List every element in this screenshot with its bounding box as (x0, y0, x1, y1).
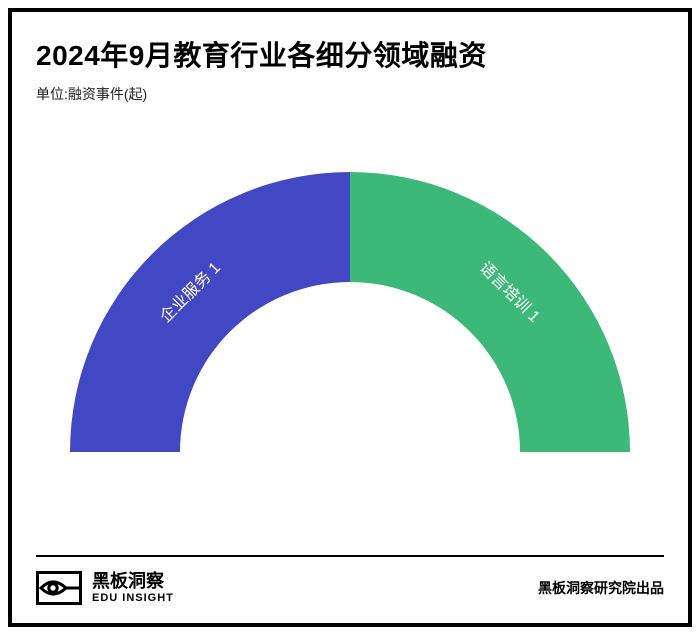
gauge-slice-0 (70, 172, 350, 452)
chart-area: 企业服务 1语言培训 1 (12, 112, 688, 555)
brand-logo: 黑板洞察 EDU INSIGHT (36, 571, 174, 605)
brand-name-en: EDU INSIGHT (92, 592, 174, 604)
brand-text: 黑板洞察 EDU INSIGHT (92, 572, 174, 604)
header: 2024年9月教育行业各细分领域融资 单位:融资事件(起) (12, 12, 688, 112)
chart-title: 2024年9月教育行业各细分领域融资 (36, 34, 664, 74)
footer: 黑板洞察 EDU INSIGHT 黑板洞察研究院出品 (12, 571, 688, 623)
footer-rule (36, 555, 664, 557)
chart-subtitle: 单位:融资事件(起) (36, 84, 664, 104)
gauge-slice-1 (350, 172, 630, 452)
credit-text: 黑板洞察研究院出品 (538, 578, 664, 598)
gauge-chart: 企业服务 1语言培训 1 (14, 142, 686, 502)
card-frame: 2024年9月教育行业各细分领域融资 单位:融资事件(起) 企业服务 1语言培训… (8, 8, 692, 627)
eye-icon (36, 571, 82, 605)
brand-name-cn: 黑板洞察 (92, 572, 174, 592)
